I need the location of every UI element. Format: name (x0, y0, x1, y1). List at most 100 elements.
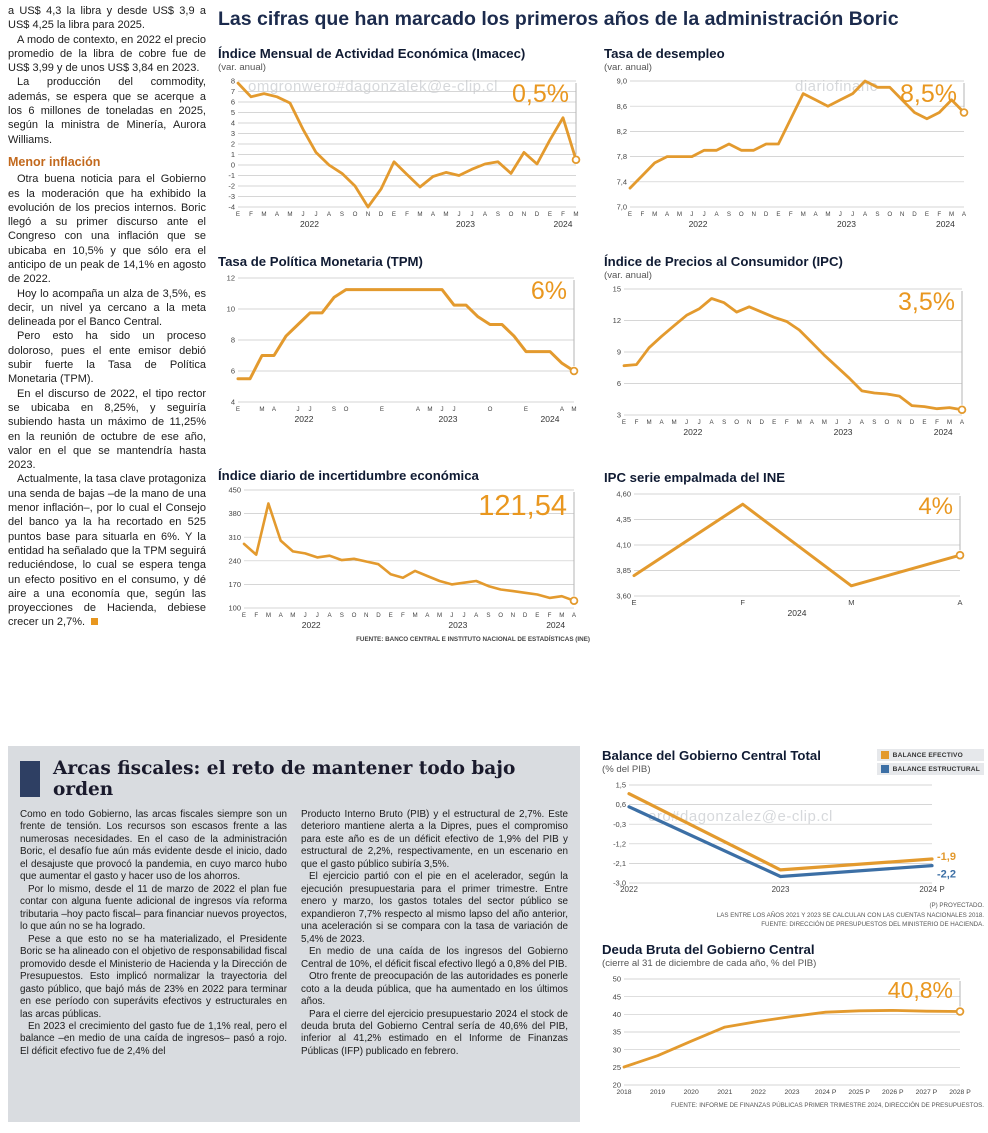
svg-text:-2: -2 (228, 182, 235, 191)
chart-subtitle: (var. anual) (604, 270, 652, 281)
svg-text:J: J (308, 406, 311, 413)
svg-text:2022: 2022 (683, 427, 702, 437)
svg-text:E: E (392, 211, 396, 218)
chart-subtitle: (% del PIB) (602, 764, 651, 775)
svg-text:E: E (922, 419, 926, 426)
svg-text:240: 240 (228, 556, 241, 565)
svg-text:8,2: 8,2 (617, 127, 627, 136)
svg-text:A: A (425, 612, 430, 619)
svg-text:F: F (785, 419, 789, 426)
svg-text:E: E (389, 612, 393, 619)
svg-text:4: 4 (231, 119, 235, 128)
svg-text:2024: 2024 (541, 414, 560, 424)
svg-text:F: F (937, 211, 941, 218)
svg-text:E: E (548, 211, 552, 218)
svg-text:A: A (813, 211, 818, 218)
svg-text:M: M (413, 612, 418, 619)
svg-text:6%: 6% (531, 277, 567, 305)
svg-text:A: A (665, 211, 670, 218)
debt-plot: 50 45 40 35 30 25 20 2018 2019 2020 2021 2022 2023 20… (602, 971, 984, 1099)
svg-text:N: N (511, 612, 515, 619)
svg-text:J: J (698, 419, 701, 426)
chart-subtitle: (cierre al 31 de diciembre de cada año, … (602, 958, 817, 969)
svg-text:S: S (340, 211, 344, 218)
fiscal-column-1: Como en todo Gobierno, las arcas fiscale… (20, 809, 287, 1058)
svg-text:6: 6 (617, 379, 621, 388)
svg-text:2024 P: 2024 P (815, 1089, 837, 1096)
legend-swatch-efectivo (880, 751, 889, 759)
svg-text:0,5%: 0,5% (512, 80, 569, 108)
svg-text:2023: 2023 (837, 219, 856, 229)
svg-text:F: F (740, 598, 745, 607)
svg-text:O: O (734, 419, 739, 426)
svg-text:O: O (887, 211, 892, 218)
svg-text:S: S (486, 612, 490, 619)
svg-text:M: M (573, 211, 578, 218)
svg-text:E: E (535, 612, 539, 619)
note-line: (P) PROYECTADO. (929, 902, 984, 909)
svg-text:J: J (296, 406, 299, 413)
note-line: FUENTE: DIRECCIÓN DE PRESUPUESTOS DEL MI… (761, 921, 984, 929)
chart-title: Índice diario de incertidumbre económica (218, 468, 479, 483)
svg-text:E: E (236, 211, 240, 218)
svg-text:310: 310 (228, 533, 241, 542)
svg-text:M: M (266, 612, 271, 619)
svg-text:F: F (561, 211, 565, 218)
svg-text:M: M (571, 406, 576, 413)
legend-item: BALANCE EFECTIVO (876, 749, 984, 761)
svg-text:2024: 2024 (554, 219, 573, 229)
balance-titles: Balance del Gobierno Central Total (% de… (602, 748, 821, 777)
svg-text:D: D (910, 419, 915, 426)
chart-title: Tasa de Política Monetaria (TPM) (218, 254, 423, 269)
svg-text:F: F (249, 211, 253, 218)
svg-text:10: 10 (227, 305, 235, 314)
svg-text:D: D (535, 211, 540, 218)
article-end-mark (91, 618, 99, 626)
svg-text:M: M (947, 419, 952, 426)
svg-text:N: N (366, 211, 370, 218)
svg-text:J: J (314, 211, 317, 218)
chart-title: Deuda Bruta del Gobierno Central (602, 942, 815, 957)
article-paragraph: Otro frente de preocupación de las autor… (301, 971, 568, 1008)
svg-text:-0,3: -0,3 (613, 820, 626, 829)
svg-text:S: S (875, 211, 879, 218)
svg-text:2022: 2022 (300, 219, 319, 229)
svg-text:2027 P: 2027 P (916, 1089, 938, 1096)
svg-text:E: E (628, 211, 632, 218)
svg-text:N: N (897, 419, 901, 426)
svg-text:8: 8 (231, 336, 235, 345)
svg-text:A: A (957, 598, 962, 607)
article-paragraph: A modo de contexto, en 2022 el precio pr… (8, 33, 206, 75)
svg-text:A: A (327, 211, 332, 218)
svg-text:E: E (524, 406, 528, 413)
svg-text:-4: -4 (228, 203, 235, 212)
svg-text:E: E (622, 419, 626, 426)
svg-text:-3,0: -3,0 (613, 879, 626, 888)
svg-text:9: 9 (617, 348, 621, 357)
svg-text:8,5%: 8,5% (900, 80, 957, 108)
svg-text:M: M (825, 211, 830, 218)
legend-item: BALANCE ESTRUCTURAL (876, 763, 984, 775)
svg-text:3,85: 3,85 (616, 566, 631, 575)
svg-text:A: A (279, 612, 284, 619)
svg-text:M: M (443, 211, 448, 218)
svg-text:2024 P: 2024 P (919, 885, 944, 894)
svg-text:4%: 4% (918, 493, 953, 520)
uncertainty-plot: 450 380 310 240 170 100 E F M A M J J A S O N D E F M A M J J A S O… (218, 484, 590, 634)
svg-text:-2,1: -2,1 (613, 859, 626, 868)
svg-text:O: O (739, 211, 744, 218)
svg-text:N: N (364, 612, 368, 619)
svg-text:2023: 2023 (772, 885, 790, 894)
svg-text:M: M (261, 211, 266, 218)
svg-text:J: J (452, 406, 455, 413)
svg-text:450: 450 (228, 486, 241, 495)
chart-title: IPC serie empalmada del INE (604, 470, 786, 485)
svg-text:30: 30 (613, 1045, 621, 1054)
chart-notes: FUENTE: INFORME DE FINANZAS PÚBLICAS PRI… (602, 1101, 984, 1111)
svg-text:2022: 2022 (751, 1089, 766, 1096)
svg-text:S: S (727, 211, 731, 218)
svg-text:J: J (440, 406, 443, 413)
svg-text:0,6: 0,6 (616, 800, 626, 809)
svg-text:4,60: 4,60 (616, 490, 631, 499)
svg-text:2024: 2024 (936, 219, 955, 229)
